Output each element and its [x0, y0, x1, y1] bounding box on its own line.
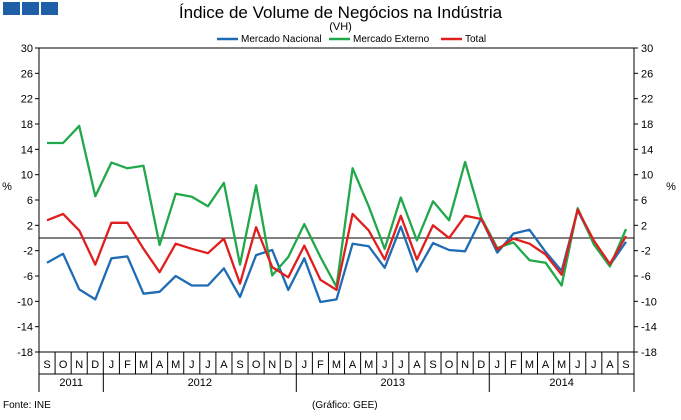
year-label: 2014 [549, 377, 573, 389]
series-line-1 [46, 208, 627, 304]
series-line-2 [47, 124, 628, 288]
x-tick-label: N [268, 359, 276, 371]
x-tick-label: A [156, 359, 164, 371]
chart-subtitle: (VH) [329, 21, 352, 33]
x-tick-label: S [43, 359, 50, 371]
x-tick-label: M [171, 359, 180, 371]
y-tick-label-left: 2 [27, 220, 33, 232]
legend-label: Mercado Externo [353, 34, 430, 45]
y-tick-label-right: 2 [641, 220, 647, 232]
x-tick-label: J [205, 359, 211, 371]
x-tick-label: M [525, 359, 534, 371]
x-tick-label: D [91, 359, 99, 371]
credit-note: (Gráfico: GEE) [312, 400, 378, 411]
y-tick-label-left: -2 [23, 246, 33, 258]
x-tick-label: J [495, 359, 501, 371]
x-tick-label: J [302, 359, 308, 371]
y-tick-label-left: 30 [21, 43, 33, 55]
x-tick-label: O [445, 359, 454, 371]
legend-label: Total [465, 34, 486, 45]
x-tick-label: J [398, 359, 404, 371]
x-tick-label: M [139, 359, 148, 371]
x-tick-label: J [575, 359, 581, 371]
x-tick-label: O [252, 359, 261, 371]
y-tick-label-left: 18 [21, 119, 33, 131]
y-tick-label-right: -6 [641, 271, 651, 283]
x-tick-label: J [591, 359, 597, 371]
year-label: 2012 [188, 377, 212, 389]
logo-square-3 [41, 2, 58, 15]
x-tick-label: S [236, 359, 243, 371]
y-tick-label-left: 6 [27, 195, 33, 207]
x-tick-label: F [124, 359, 131, 371]
year-label: 2013 [381, 377, 405, 389]
y-tick-label-left: -10 [17, 296, 33, 308]
x-tick-label: M [364, 359, 373, 371]
x-tick-label: A [606, 359, 614, 371]
x-tick-label: N [461, 359, 469, 371]
y-tick-label-right: 6 [641, 195, 647, 207]
x-tick-label: A [220, 359, 228, 371]
y-tick-label-left: 26 [21, 68, 33, 80]
x-tick-label: M [332, 359, 341, 371]
x-tick-label: J [189, 359, 195, 371]
y-axis-label-right: % [666, 181, 676, 193]
x-tick-label: J [109, 359, 115, 371]
source-note: Fonte: INE [3, 400, 51, 411]
x-tick-label: D [284, 359, 292, 371]
y-tick-label-right: 14 [641, 144, 653, 156]
logo-square-1 [3, 2, 20, 15]
y-tick-label-left: -6 [23, 271, 33, 283]
x-tick-label: F [317, 359, 324, 371]
x-tick-label: D [477, 359, 485, 371]
x-tick-label: A [413, 359, 421, 371]
y-tick-label-right: -10 [641, 296, 657, 308]
x-tick-label: A [349, 359, 357, 371]
series-line-3 [46, 208, 627, 292]
y-tick-label-left: 22 [21, 94, 33, 106]
x-tick-label: O [59, 359, 68, 371]
y-axis-label-left: % [2, 181, 12, 193]
y-tick-label-left: 10 [21, 170, 33, 182]
x-tick-label: S [429, 359, 436, 371]
y-tick-label-left: -14 [17, 322, 33, 334]
y-tick-label-right: 26 [641, 68, 653, 80]
y-tick-label-left: 14 [21, 144, 33, 156]
y-tick-label-right: 18 [641, 119, 653, 131]
x-tick-label: J [382, 359, 388, 371]
x-tick-label: M [557, 359, 566, 371]
x-tick-label: S [622, 359, 629, 371]
legend-label: Mercado Nacional [241, 34, 322, 45]
y-tick-label-right: 10 [641, 170, 653, 182]
x-tick-label: N [75, 359, 83, 371]
chart-title: Índice de Volume de Negócios na Indústri… [178, 3, 503, 22]
y-tick-label-right: -18 [641, 347, 657, 359]
y-tick-label-right: 22 [641, 94, 653, 106]
y-tick-label-right: -2 [641, 246, 651, 258]
plot-frame [38, 47, 635, 353]
y-tick-label-right: -14 [641, 322, 657, 334]
logo-square-2 [22, 2, 39, 15]
x-tick-label: A [542, 359, 550, 371]
y-tick-label-right: 30 [641, 43, 653, 55]
year-label: 2011 [59, 377, 83, 389]
x-tick-label: F [510, 359, 517, 371]
y-tick-label-left: -18 [17, 347, 33, 359]
